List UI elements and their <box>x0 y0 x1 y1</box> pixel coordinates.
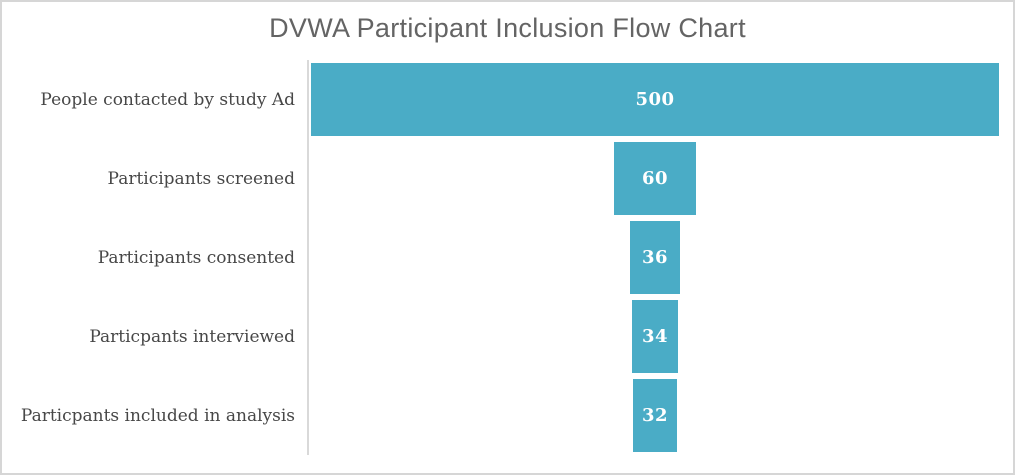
category-axis: People contacted by study Ad Participant… <box>2 60 307 455</box>
data-label: 60 <box>641 168 669 189</box>
funnel-chart: People contacted by study Ad Participant… <box>2 60 1013 455</box>
data-label: 32 <box>641 405 669 426</box>
funnel-row: 36 <box>311 218 999 297</box>
funnel-bar: 60 <box>613 142 697 215</box>
data-label: 36 <box>641 247 669 268</box>
funnel-bar: 34 <box>631 300 679 373</box>
category-label: Participants consented <box>97 247 295 268</box>
plot-area: 500 60 36 34 32 <box>307 60 999 455</box>
funnel-row: 60 <box>311 139 999 218</box>
chart-title: DVWA Participant Inclusion Flow Chart <box>269 13 746 43</box>
funnel-bar: 32 <box>632 379 678 452</box>
funnel-bar: 500 <box>311 63 999 136</box>
funnel-row: 34 <box>311 297 999 376</box>
category-label: Particpants included in analysis <box>20 405 295 426</box>
funnel-row: 32 <box>311 376 999 455</box>
funnel-bar: 36 <box>630 221 680 294</box>
funnel-row: 500 <box>311 60 999 139</box>
category-label: People contacted by study Ad <box>40 89 295 110</box>
data-label: 500 <box>635 89 675 110</box>
data-label: 34 <box>641 326 669 347</box>
category-label: Particpants interviewed <box>89 326 295 347</box>
category-label: Participants screened <box>107 168 295 189</box>
